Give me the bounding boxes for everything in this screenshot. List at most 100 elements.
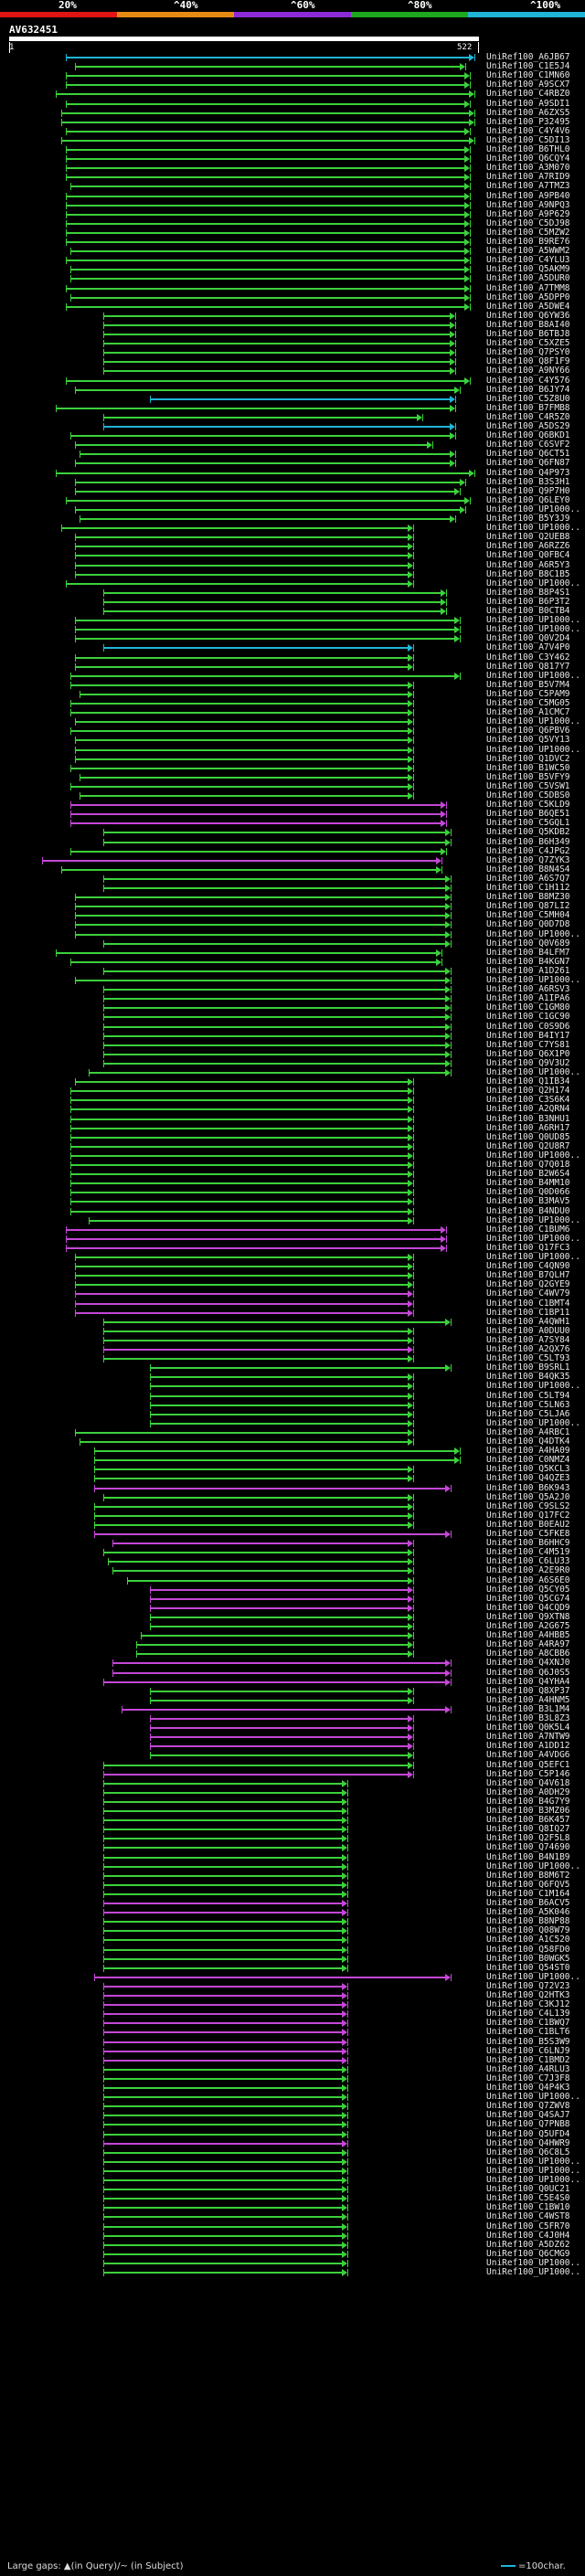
hit-accession-link[interactable]: UniRef100_A6ZXS5 — [486, 107, 570, 118]
hit-accession-link[interactable]: UniRef100_C3S6K4 — [486, 1095, 570, 1106]
hit-accession-link[interactable]: UniRef100_A7NTW9 — [486, 1732, 570, 1743]
hit-accession-link[interactable]: UniRef100_Q0D066 — [486, 1187, 570, 1198]
hit-accession-link[interactable]: UniRef100_Q8IQ27 — [486, 1824, 570, 1835]
hit-row[interactable]: UniRef100_B6ACV5 — [0, 1899, 585, 1908]
hit-accession-link[interactable]: UniRef100_Q7PSY0 — [486, 347, 570, 358]
hit-row[interactable]: UniRef100_A7TMZ3 — [0, 182, 585, 191]
hit-accession-link[interactable]: UniRef100_B4N1B9 — [486, 1851, 570, 1862]
hit-row[interactable]: UniRef100_Q9XTN8 — [0, 1612, 585, 1622]
hit-row[interactable]: UniRef100_Q2HTK3 — [0, 1991, 585, 2000]
hit-alignment-bar[interactable] — [65, 287, 465, 290]
hit-alignment-bar[interactable] — [65, 582, 410, 585]
hit-alignment-bar[interactable] — [74, 564, 410, 567]
hit-alignment-bar[interactable] — [150, 1616, 410, 1618]
hit-accession-link[interactable]: UniRef100_C5LT94 — [486, 1390, 570, 1401]
hit-row[interactable]: UniRef100_B4KGN7 — [0, 957, 585, 967]
hit-alignment-bar[interactable] — [102, 2234, 344, 2237]
hit-alignment-bar[interactable] — [69, 674, 456, 677]
hit-accession-link[interactable]: UniRef100_A4VDG6 — [486, 1750, 570, 1761]
hit-accession-link[interactable]: UniRef100_C5DI13 — [486, 134, 570, 145]
hit-accession-link[interactable]: UniRef100_C1H112 — [486, 883, 570, 893]
hit-alignment-bar[interactable] — [74, 721, 410, 724]
hit-row[interactable]: UniRef100_A9NPQ3 — [0, 200, 585, 210]
hit-alignment-bar[interactable] — [74, 555, 410, 557]
hit-row[interactable]: UniRef100_B0EAU2 — [0, 1520, 585, 1530]
hit-accession-link[interactable]: UniRef100_Q2U8R7 — [486, 1140, 570, 1151]
hit-accession-link[interactable]: UniRef100_C5MZW2 — [486, 227, 570, 238]
hit-alignment-bar[interactable] — [93, 1478, 410, 1480]
hit-accession-link[interactable]: UniRef100_Q2F5L8 — [486, 1833, 570, 1844]
hit-alignment-bar[interactable] — [69, 186, 465, 188]
hit-accession-link[interactable]: UniRef100_B4G7Y9 — [486, 1796, 570, 1807]
hit-accession-link[interactable]: UniRef100_B3S3H1 — [486, 476, 570, 487]
hit-row[interactable]: UniRef100_A9SCX7 — [0, 80, 585, 90]
hit-alignment-bar[interactable] — [89, 1072, 447, 1074]
hit-accession-link[interactable]: UniRef100_Q72V23 — [486, 1980, 570, 1991]
hit-accession-link[interactable]: UniRef100_UP1000.. — [486, 504, 580, 514]
hit-accession-link[interactable]: UniRef100_Q2HTK3 — [486, 1990, 570, 2000]
hit-alignment-bar[interactable] — [65, 222, 465, 225]
hit-row[interactable]: UniRef100_A5DZ62 — [0, 2240, 585, 2250]
hit-alignment-bar[interactable] — [102, 1062, 447, 1065]
hit-alignment-bar[interactable] — [93, 1533, 447, 1535]
hit-row[interactable]: UniRef100_B6H349 — [0, 837, 585, 847]
hit-alignment-bar[interactable] — [102, 2013, 344, 2016]
hit-accession-link[interactable]: UniRef100_B6QE51 — [486, 809, 570, 820]
hit-row[interactable]: UniRef100_C5MH04 — [0, 911, 585, 920]
hit-accession-link[interactable]: UniRef100_A5DPP0 — [486, 292, 570, 302]
hit-row[interactable]: UniRef100_UP1000.. — [0, 1234, 585, 1244]
hit-accession-link[interactable]: UniRef100_Q7Q018 — [486, 1160, 570, 1170]
hit-row[interactable]: UniRef100_A9PB40 — [0, 191, 585, 201]
hit-row[interactable]: UniRef100_A5K046 — [0, 1908, 585, 1917]
hit-alignment-bar[interactable] — [69, 684, 410, 686]
hit-alignment-bar[interactable] — [102, 334, 452, 335]
hit-alignment-bar[interactable] — [56, 407, 452, 409]
hit-accession-link[interactable]: UniRef100_A4RLU3 — [486, 2063, 570, 2074]
hit-alignment-bar[interactable] — [80, 693, 410, 695]
hit-alignment-bar[interactable] — [102, 2022, 344, 2025]
hit-alignment-bar[interactable] — [69, 296, 465, 299]
hit-accession-link[interactable]: UniRef100_B5S3W9 — [486, 2036, 570, 2047]
hit-row[interactable]: UniRef100_C5FKE8 — [0, 1530, 585, 1539]
hit-alignment-bar[interactable] — [150, 1745, 410, 1748]
hit-row[interactable]: UniRef100_A1D261 — [0, 966, 585, 976]
hit-row[interactable]: UniRef100_B6HHC9 — [0, 1539, 585, 1548]
hit-row[interactable]: UniRef100_C9SLS2 — [0, 1501, 585, 1511]
hit-alignment-bar[interactable] — [93, 1523, 410, 1526]
hit-alignment-bar[interactable] — [69, 813, 441, 816]
hit-alignment-bar[interactable] — [80, 453, 452, 456]
hit-row[interactable]: UniRef100_A4VDG6 — [0, 1751, 585, 1760]
hit-alignment-bar[interactable] — [69, 1145, 410, 1148]
hit-alignment-bar[interactable] — [150, 1699, 410, 1701]
hit-row[interactable]: UniRef100_C5MZW2 — [0, 228, 585, 238]
hit-row[interactable]: UniRef100_A7SY84 — [0, 1335, 585, 1345]
hit-alignment-bar[interactable] — [102, 1053, 447, 1055]
hit-row[interactable]: UniRef100_A4RLU3 — [0, 2063, 585, 2074]
hit-accession-link[interactable]: UniRef100_C1E5J4 — [486, 61, 570, 72]
hit-accession-link[interactable]: UniRef100_Q58FD0 — [486, 1944, 570, 1955]
hit-row[interactable]: UniRef100_B4IY17 — [0, 1031, 585, 1041]
hit-alignment-bar[interactable] — [102, 1995, 344, 1997]
hit-row[interactable]: UniRef100_B8C1B5 — [0, 569, 585, 579]
hit-alignment-bar[interactable] — [102, 1025, 447, 1028]
hit-accession-link[interactable]: UniRef100_C1BMD2 — [486, 2054, 570, 2065]
hit-row[interactable]: UniRef100_B3MZ06 — [0, 1807, 585, 1816]
hit-accession-link[interactable]: UniRef100_A6RH17 — [486, 1122, 570, 1133]
hit-accession-link[interactable]: UniRef100_Q2H174 — [486, 1086, 570, 1097]
hit-accession-link[interactable]: UniRef100_C4J0H4 — [486, 2230, 570, 2241]
hit-accession-link[interactable]: UniRef100_B5Y3J9 — [486, 514, 570, 524]
hit-alignment-bar[interactable] — [102, 1552, 410, 1554]
hit-accession-link[interactable]: UniRef100_Q6CT51 — [486, 449, 570, 460]
hit-alignment-bar[interactable] — [65, 149, 465, 151]
hit-alignment-bar[interactable] — [102, 841, 447, 843]
hit-alignment-bar[interactable] — [74, 508, 461, 511]
hit-accession-link[interactable]: UniRef100_B8AI40 — [486, 319, 570, 330]
hit-alignment-bar[interactable] — [74, 896, 447, 899]
hit-row[interactable]: UniRef100_Q54ST0 — [0, 1963, 585, 1973]
hit-alignment-bar[interactable] — [150, 1626, 410, 1627]
hit-row[interactable]: UniRef100_B4G7Y9 — [0, 1797, 585, 1807]
hit-row[interactable]: UniRef100_A7V4P0 — [0, 643, 585, 652]
hit-row[interactable]: UniRef100_UP1000.. — [0, 1972, 585, 1982]
hit-accession-link[interactable]: UniRef100_C5LT93 — [486, 1353, 570, 1364]
hit-alignment-bar[interactable] — [69, 435, 452, 438]
